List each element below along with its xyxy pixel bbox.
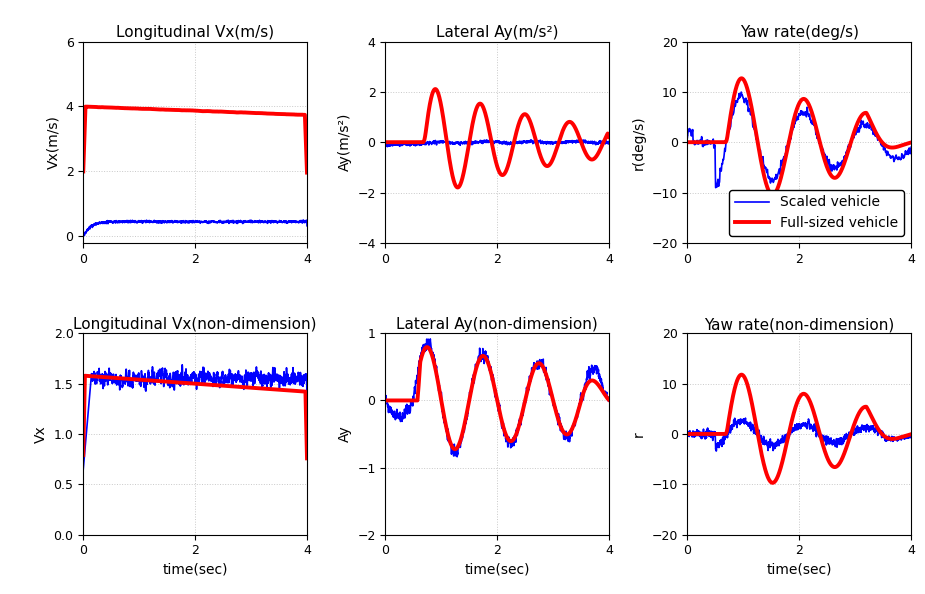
Line: Full-sized vehicle: Full-sized vehicle	[687, 78, 911, 195]
Scaled vehicle	[858, 123, 870, 130]
Full-sized vehicle	[899, 141, 910, 148]
Title: Longitudinal Vx(non-dimension): Longitudinal Vx(non-dimension)	[73, 317, 317, 332]
Full-sized vehicle	[785, 131, 796, 138]
Scaled vehicle	[693, 139, 704, 146]
Full-sized vehicle	[899, 141, 910, 148]
Y-axis label: Vx: Vx	[34, 425, 48, 443]
Y-axis label: r: r	[632, 431, 646, 437]
Scaled vehicle	[906, 144, 917, 151]
X-axis label: time(sec): time(sec)	[767, 563, 832, 577]
Y-axis label: Ay(m/s²): Ay(m/s²)	[338, 113, 352, 172]
X-axis label: time(sec): time(sec)	[464, 563, 530, 577]
Y-axis label: Vx(m/s): Vx(m/s)	[46, 115, 60, 169]
Scaled vehicle	[899, 151, 910, 158]
Full-sized vehicle	[682, 138, 693, 146]
Full-sized vehicle	[791, 107, 802, 114]
Full-sized vehicle	[693, 138, 704, 146]
Full-sized vehicle	[906, 139, 917, 146]
Full-sized vehicle	[858, 110, 870, 117]
Title: Yaw rate(non-dimension): Yaw rate(non-dimension)	[704, 317, 894, 332]
Scaled vehicle	[899, 151, 910, 159]
Title: Lateral Ay(non-dimension): Lateral Ay(non-dimension)	[396, 317, 598, 332]
Title: Lateral Ay(m/s²): Lateral Ay(m/s²)	[436, 26, 559, 40]
Legend: Scaled vehicle, Full-sized vehicle: Scaled vehicle, Full-sized vehicle	[729, 190, 904, 236]
Title: Longitudinal Vx(m/s): Longitudinal Vx(m/s)	[116, 26, 274, 40]
Full-sized vehicle	[736, 75, 747, 82]
Title: Yaw rate(deg/s): Yaw rate(deg/s)	[740, 26, 858, 40]
X-axis label: time(sec): time(sec)	[163, 563, 228, 577]
Scaled vehicle	[791, 114, 802, 121]
Line: Scaled vehicle: Scaled vehicle	[687, 92, 911, 188]
Scaled vehicle	[735, 89, 746, 96]
Scaled vehicle	[682, 134, 693, 141]
Scaled vehicle	[785, 135, 796, 143]
Y-axis label: Ay: Ay	[338, 426, 352, 443]
Full-sized vehicle	[767, 191, 778, 198]
Scaled vehicle	[710, 184, 722, 191]
Y-axis label: r(deg/s): r(deg/s)	[632, 115, 646, 169]
